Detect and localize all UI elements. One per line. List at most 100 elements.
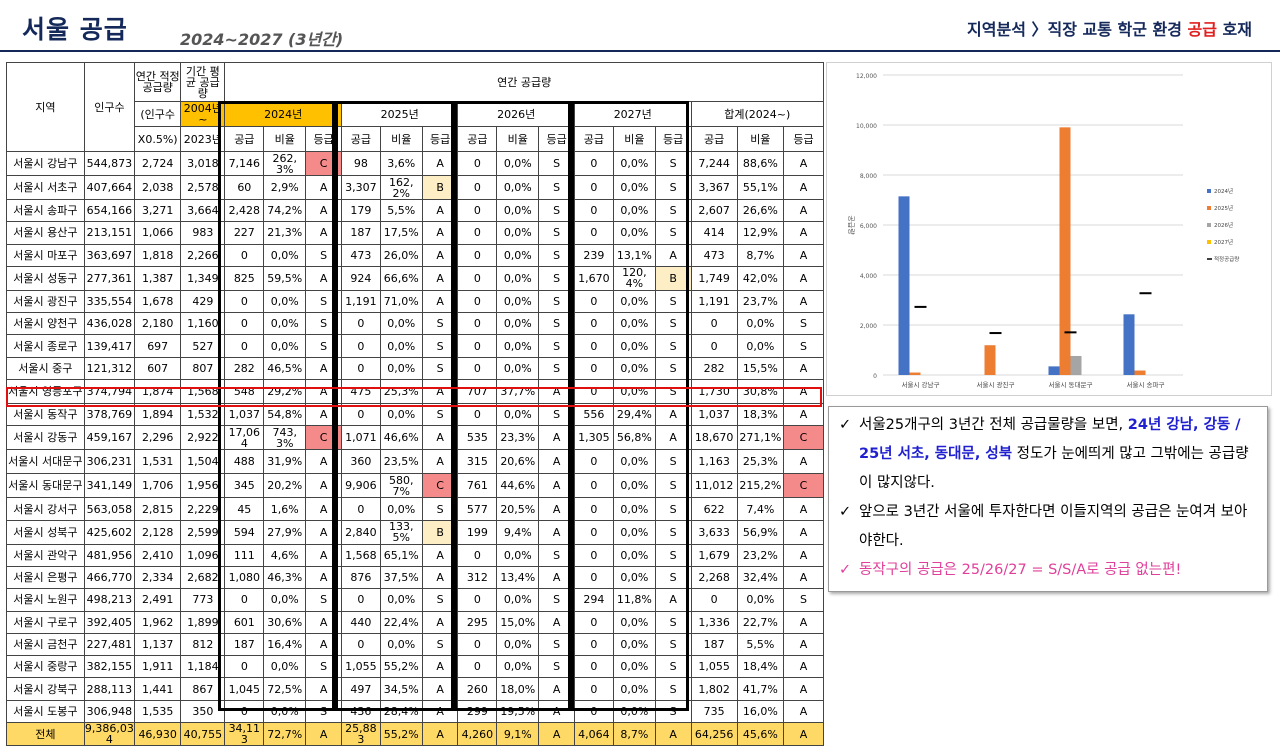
legend-swatch bbox=[1207, 240, 1211, 244]
total-ratio: 18,3% bbox=[736, 403, 784, 427]
y2024-ratio: 72,5% bbox=[263, 677, 307, 701]
total-supply: 3,367 bbox=[690, 175, 738, 200]
period-avg: 40,755 bbox=[180, 722, 226, 746]
head-period-avg-sub2: 2023년 bbox=[180, 126, 226, 152]
y2026-supply: 0 bbox=[457, 588, 498, 612]
y-tick-label: 12,000 bbox=[856, 73, 877, 80]
y2024-ratio: 0,0% bbox=[263, 699, 307, 724]
y2027-supply: 0 bbox=[573, 175, 614, 200]
population: 139,417 bbox=[83, 334, 136, 358]
y2025-ratio: 0,0% bbox=[379, 403, 423, 427]
page-subtitle: 2024~2027 (3년간) bbox=[180, 30, 344, 49]
population: 459,167 bbox=[83, 425, 136, 451]
y2024-grade: A bbox=[305, 497, 342, 521]
y2025-supply: 473 bbox=[340, 243, 381, 267]
note-1-a: 서울25개구의 3년간 전체 공급물량을 보면, bbox=[859, 417, 1128, 433]
table-row: 서울시 마포구 363,697 1,818 2,266 0 0,0% S 473 26,0% A 0… bbox=[6, 243, 825, 267]
y2027-supply: 0 bbox=[573, 655, 614, 679]
total-grade: C bbox=[782, 425, 825, 451]
population: 563,058 bbox=[83, 497, 136, 521]
y2027-grade: A bbox=[654, 403, 692, 427]
y2025-ratio: 162,2% bbox=[379, 175, 423, 200]
head-population: 인구수 bbox=[83, 62, 136, 152]
annual-proper: 46,930 bbox=[134, 722, 182, 746]
y2025-ratio: 0,0% bbox=[379, 312, 423, 336]
y2027-ratio: 0,0% bbox=[612, 449, 656, 475]
table-row: 서울시 강동구 459,167 2,296 2,922 17,064 743,3% C 1,0… bbox=[6, 425, 825, 451]
y2026-ratio: 9,1% bbox=[496, 722, 540, 746]
total-supply: 1,749 bbox=[690, 265, 738, 291]
region-name: 서울시 서초구 bbox=[6, 175, 85, 200]
y2024-supply: 60 bbox=[224, 175, 265, 200]
y2025-grade: A bbox=[421, 655, 459, 679]
head-col-ratio: 비율 bbox=[263, 126, 307, 152]
y2026-supply: 0 bbox=[457, 632, 498, 657]
y2027-grade: S bbox=[654, 356, 692, 381]
head-annual-supply: 연간 공급량 bbox=[224, 62, 824, 102]
y2024-ratio: 74,2% bbox=[263, 198, 307, 223]
y2024-ratio: 46,5% bbox=[263, 356, 307, 381]
bar-3-0 bbox=[1123, 314, 1135, 375]
y2025-supply: 0 bbox=[340, 312, 381, 336]
y2026-supply: 577 bbox=[457, 497, 498, 521]
y2024-ratio: 16,4% bbox=[263, 632, 307, 657]
total-supply: 7,244 bbox=[690, 151, 738, 176]
y-tick-label: 2,000 bbox=[860, 323, 877, 330]
population: 425,602 bbox=[83, 519, 136, 545]
y2027-supply: 294 bbox=[573, 588, 614, 612]
y2024-supply: 17,064 bbox=[224, 425, 265, 451]
y2026-grade: A bbox=[538, 473, 575, 499]
y2026-ratio: 20,6% bbox=[496, 449, 540, 475]
head-col-supply: 공급 bbox=[340, 126, 381, 152]
y2027-grade: S bbox=[654, 610, 692, 634]
y2026-grade: A bbox=[538, 610, 575, 634]
page-title: 서울 공급 bbox=[22, 15, 128, 44]
y2024-grade: A bbox=[305, 610, 342, 634]
y2025-supply: 360 bbox=[340, 449, 381, 475]
annual-proper: 2,038 bbox=[134, 175, 182, 200]
period-avg: 2,266 bbox=[180, 243, 226, 267]
y2026-ratio: 37,7% bbox=[496, 379, 540, 405]
note-2-text: 앞으로 3년간 서울에 투자한다면 이들지역의 공급은 눈여겨 보아야한다. bbox=[859, 504, 1248, 549]
region-name: 전체 bbox=[6, 722, 85, 746]
y2027-ratio: 0,0% bbox=[612, 356, 656, 381]
table-row: 서울시 종로구 139,417 697 527 0 0,0% S 0 0,0% S 0 0,0% S 0 0… bbox=[6, 334, 825, 358]
y2025-grade: A bbox=[421, 265, 459, 291]
population: 374,794 bbox=[83, 379, 136, 405]
y2025-supply: 497 bbox=[340, 677, 381, 701]
y2027-supply: 0 bbox=[573, 198, 614, 223]
region-name: 서울시 서대문구 bbox=[6, 449, 85, 475]
y2027-ratio: 0,0% bbox=[612, 699, 656, 724]
y2025-grade: S bbox=[421, 497, 459, 521]
total-supply: 282 bbox=[690, 356, 738, 381]
x-tick-label: 서울시 동대문구 bbox=[1049, 380, 1093, 389]
y2025-grade: A bbox=[421, 699, 459, 724]
population: 121,312 bbox=[83, 356, 136, 381]
y2024-grade: A bbox=[305, 632, 342, 657]
total-ratio: 26,6% bbox=[736, 198, 784, 223]
y2024-ratio: 30,6% bbox=[263, 610, 307, 634]
table-row: 서울시 강북구 288,113 1,441 867 1,045 72,5% A 497 34,5… bbox=[6, 677, 825, 701]
y2027-supply: 0 bbox=[573, 519, 614, 545]
annual-proper: 1,818 bbox=[134, 243, 182, 267]
y2027-supply: 0 bbox=[573, 473, 614, 499]
region-name: 서울시 강서구 bbox=[6, 497, 85, 521]
y2026-ratio: 0,0% bbox=[496, 356, 540, 381]
population: 481,956 bbox=[83, 543, 136, 567]
total-grade: A bbox=[782, 449, 825, 475]
head-col-supply: 공급 bbox=[690, 126, 738, 152]
period-avg: 2,922 bbox=[180, 425, 226, 451]
y2026-supply: 0 bbox=[457, 265, 498, 291]
y-tick-label: 6,000 bbox=[860, 223, 877, 230]
table-row: 서울시 동대문구 341,149 1,706 1,956 345 20,2% A 9,906 5… bbox=[6, 473, 825, 499]
y2027-supply: 1,305 bbox=[573, 425, 614, 451]
population: 392,405 bbox=[83, 610, 136, 634]
total-grade: A bbox=[782, 356, 825, 381]
total-ratio: 12,9% bbox=[736, 221, 784, 245]
y2025-ratio: 34,5% bbox=[379, 677, 423, 701]
y2024-supply: 227 bbox=[224, 221, 265, 245]
population: 654,166 bbox=[83, 198, 136, 223]
y2026-ratio: 13,4% bbox=[496, 565, 540, 590]
head-annual-proper: 연간 적정 공급량 bbox=[134, 62, 182, 102]
region-name: 서울시 마포구 bbox=[6, 243, 85, 267]
